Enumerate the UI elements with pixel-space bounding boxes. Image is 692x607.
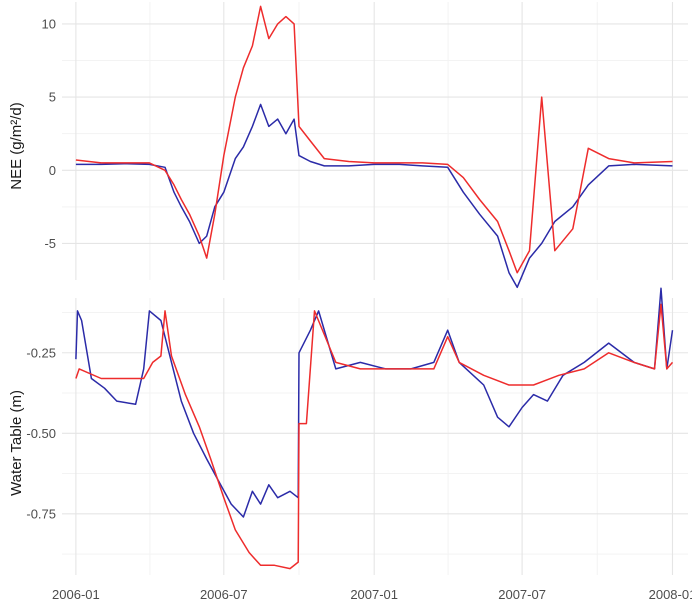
water-table-series (75, 287, 674, 570)
nee-minor-grid (62, 2, 688, 280)
water-table-minor-grid (62, 298, 688, 575)
y-tick-label: -5 (44, 236, 56, 251)
y-tick-label: -0.25 (26, 345, 56, 360)
y-tick-label: 5 (49, 90, 56, 105)
y-tick-label: 0 (49, 163, 56, 178)
x-tick-labels: 2006-01 2006-07 2007-01 2007-07 2008-01 (52, 587, 692, 602)
nee-panel: -5 0 5 10 NEE (g/m²/d) (8, 2, 688, 289)
nee-y-tick-labels: -5 0 5 10 (42, 16, 56, 250)
water-table-major-grid (62, 298, 688, 575)
x-tick-label: 2007-01 (350, 587, 398, 602)
y-tick-label: -0.50 (26, 426, 56, 441)
water-table-y-axis-title: Water Table (m) (8, 390, 25, 496)
x-tick-label: 2006-07 (200, 587, 248, 602)
x-tick-label: 2007-07 (498, 587, 546, 602)
nee-y-axis-title: NEE (g/m²/d) (8, 102, 25, 190)
series-line-1 (75, 287, 674, 518)
series-line-1 (75, 103, 673, 289)
y-tick-label: 10 (42, 16, 56, 31)
water-table-panel: -0.75-0.50-0.25 2006-01 2006-07 2007-01 200… (8, 287, 692, 602)
nee-major-grid (62, 2, 688, 280)
series-line-2 (75, 303, 674, 570)
x-tick-label: 2006-01 (52, 587, 100, 602)
nee-series (75, 5, 673, 289)
y-tick-label: -0.75 (26, 506, 56, 521)
x-tick-label: 2008-01 (649, 587, 692, 602)
water-table-y-tick-labels: -0.75 -0.50 -0.25 (26, 345, 56, 521)
series-line-2 (75, 5, 673, 274)
